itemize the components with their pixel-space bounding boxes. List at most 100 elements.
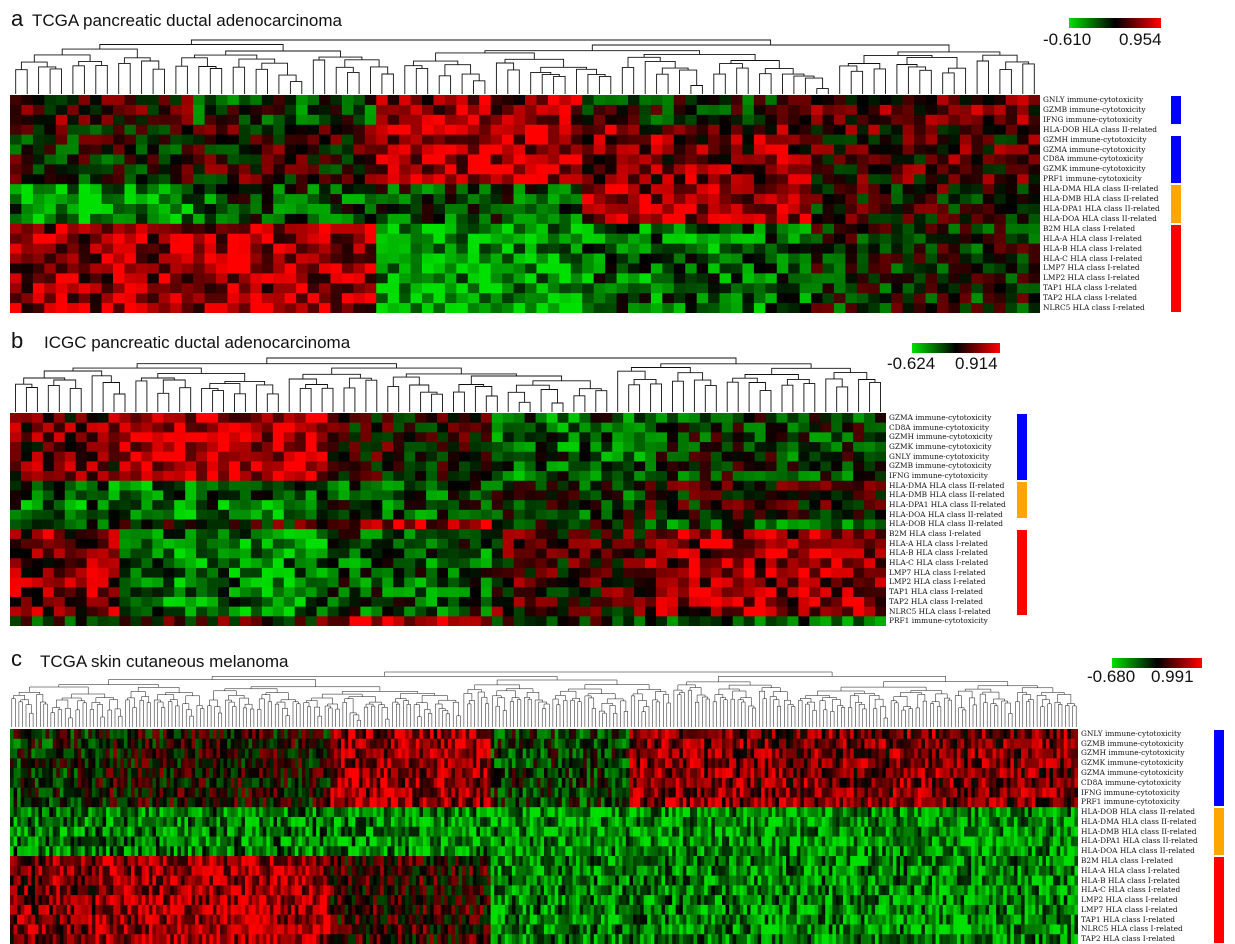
heatmap-cell — [56, 729, 61, 740]
heatmap-cell — [272, 558, 285, 569]
heatmap-cell — [204, 144, 217, 155]
heatmap-cell — [719, 204, 732, 215]
heatmap-cell — [490, 114, 503, 126]
heatmap-cell — [593, 293, 606, 304]
heatmap-cell — [612, 567, 624, 578]
heatmap-cell — [820, 422, 832, 433]
heatmap-cell — [628, 263, 640, 274]
heatmap-cell — [67, 233, 80, 245]
heatmap-cell — [119, 413, 131, 424]
heatmap-cell — [856, 194, 869, 205]
heatmap-cell — [147, 204, 160, 215]
heatmap-cell — [513, 243, 526, 254]
heatmap-cell — [456, 273, 469, 284]
heatmap-cell — [250, 144, 263, 155]
heatmap-cell — [20, 413, 33, 424]
heatmap-cell — [337, 729, 342, 740]
heatmap-cell — [513, 596, 526, 608]
heatmap-cell — [557, 461, 569, 472]
heatmap-cell — [732, 500, 745, 511]
heatmap-cell — [786, 729, 791, 740]
heatmap-cell — [124, 154, 137, 165]
heatmap-cell — [42, 529, 55, 540]
heatmap-cell — [994, 303, 1007, 313]
heatmap-cell — [754, 451, 766, 462]
heatmap-cell — [177, 748, 182, 759]
dendrogram-branch — [312, 59, 326, 94]
heatmap-cell — [216, 164, 228, 175]
heatmap-cell — [305, 529, 317, 540]
heatmap-cell — [196, 596, 208, 608]
heatmap-cell — [718, 729, 723, 740]
heatmap-cell — [820, 567, 832, 578]
heatmap-cell — [237, 729, 242, 740]
heatmap-cell — [750, 738, 755, 749]
heatmap-cell — [32, 263, 45, 274]
heatmap-cell — [765, 538, 777, 549]
heatmap-cell — [667, 587, 679, 598]
heatmap-cell — [788, 124, 801, 136]
heatmap-cell — [250, 606, 263, 617]
heatmap-cell — [204, 223, 217, 235]
heatmap-cell — [776, 104, 789, 116]
heatmap-cell — [1017, 223, 1029, 235]
heatmap-cell — [864, 480, 876, 491]
heatmap-cell — [628, 283, 640, 294]
heatmap-cell — [440, 738, 445, 749]
heatmap-cell — [239, 451, 252, 462]
heatmap-cell — [582, 104, 595, 116]
heatmap-cell — [875, 471, 886, 482]
heatmap-cell — [173, 729, 178, 740]
heatmap-cell — [765, 558, 777, 569]
heatmap-cell — [743, 558, 755, 569]
heatmap-cell — [948, 273, 961, 284]
heatmap-cell — [327, 519, 339, 530]
heatmap-cell — [353, 134, 366, 145]
heatmap-cell — [864, 529, 876, 540]
heatmap-cell — [272, 480, 285, 491]
heatmap-cell — [582, 233, 595, 245]
heatmap-cell — [657, 729, 662, 740]
heatmap-cell — [570, 184, 583, 195]
heatmap-cell — [119, 480, 131, 491]
heatmap-cell — [982, 263, 995, 274]
heatmap-cell — [387, 738, 392, 749]
heatmap-cell — [809, 451, 821, 462]
heatmap-cell — [677, 577, 690, 588]
heatmap-cell — [787, 558, 799, 569]
heatmap-cell — [765, 174, 778, 185]
heatmap-cell — [330, 233, 343, 245]
heatmap-cell — [662, 124, 675, 136]
heatmap-cell — [842, 442, 854, 453]
heatmap-cell — [868, 263, 881, 274]
heatmap-cell — [75, 616, 88, 626]
heatmap-cell — [479, 293, 492, 304]
heatmap-cell — [152, 432, 164, 443]
heatmap-cell — [490, 184, 503, 195]
heatmap-cell — [811, 223, 823, 235]
heatmap-cell — [831, 606, 843, 617]
heatmap-cell — [327, 490, 339, 501]
heatmap-cell — [513, 413, 526, 424]
heatmap-cell — [193, 164, 205, 175]
heatmap-cell — [198, 729, 203, 740]
heatmap-cell — [422, 114, 434, 126]
heatmap-cell — [921, 729, 926, 740]
dendrogram-branch — [869, 381, 881, 412]
heatmap-cell — [845, 164, 858, 175]
dendrogram-branch — [613, 713, 618, 727]
heatmap-cell — [44, 104, 57, 116]
heatmap-cell — [845, 303, 858, 313]
dendrogram-branch — [822, 697, 837, 701]
heatmap-cell — [743, 413, 755, 424]
heatmap-cell — [316, 587, 328, 598]
heatmap-cell — [437, 738, 442, 749]
heatmap-cell — [433, 283, 446, 294]
heatmap-cell — [902, 204, 915, 215]
heatmap-cell — [787, 509, 799, 520]
heatmap-cell — [842, 529, 854, 540]
heatmap-cell — [382, 538, 394, 549]
heatmap-cell — [696, 243, 709, 254]
heatmap-cell — [480, 461, 493, 472]
dendrogram-branch — [798, 700, 803, 727]
